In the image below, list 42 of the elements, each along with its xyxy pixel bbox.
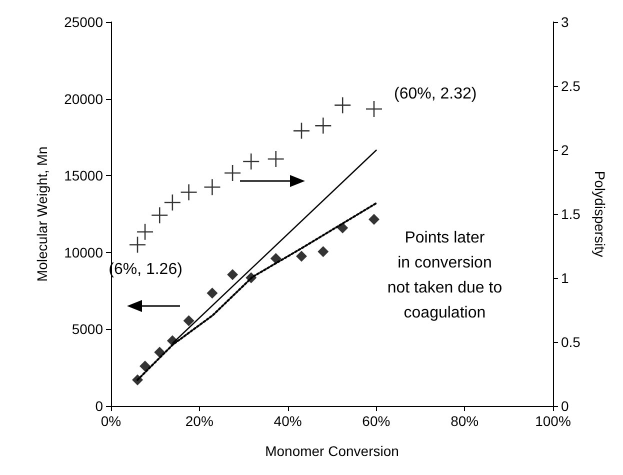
y-tick-label: 15000 <box>64 168 104 184</box>
x-tick-label: 80% <box>450 413 479 429</box>
y-tick-label: 5000 <box>72 321 104 338</box>
point <box>140 360 151 372</box>
point <box>296 250 307 262</box>
x-tick-label: 60% <box>362 413 390 429</box>
y-tick-label: 0 <box>95 398 104 414</box>
y2-tick-label: 0.5 <box>561 334 581 350</box>
x-tick-label: 100% <box>535 413 571 429</box>
point <box>206 288 218 299</box>
x-axis-title: Monomer Conversion <box>265 443 399 459</box>
x-tick-label: 20% <box>185 413 214 429</box>
point <box>130 236 146 253</box>
annotation: (60%, 2.32) <box>394 86 477 103</box>
point <box>334 97 351 114</box>
y2-tick-label: 1.5 <box>561 206 581 222</box>
y-axis-title: Molecular Weight, Mn <box>34 146 50 282</box>
y2-tick-label: 1 <box>561 270 569 286</box>
point <box>294 122 310 139</box>
point <box>268 150 284 167</box>
x-tick-label: 0% <box>100 413 122 429</box>
point <box>368 214 380 225</box>
annotation: Points later in conversion not taken due to coagulation <box>387 229 502 322</box>
point <box>180 184 197 200</box>
y2-axis-title: Polydispersity <box>592 170 608 258</box>
y2-tick-label: 3 <box>561 14 569 30</box>
point <box>243 154 260 170</box>
point <box>270 253 282 264</box>
point <box>152 207 168 224</box>
y2-tick-label: 2 <box>561 142 569 158</box>
point <box>227 269 238 280</box>
y-tick-label: 20000 <box>64 90 104 107</box>
point <box>154 346 166 358</box>
point <box>315 118 332 134</box>
y-tick-label: 10000 <box>64 244 104 260</box>
x-tick-label: 40% <box>274 413 302 429</box>
y2-tick-label: 0 <box>561 398 569 414</box>
y2-tick-label: 2.5 <box>561 78 581 94</box>
point <box>318 246 329 258</box>
point <box>204 179 220 196</box>
y-tick-label: 25000 <box>64 14 104 30</box>
point <box>183 315 194 326</box>
